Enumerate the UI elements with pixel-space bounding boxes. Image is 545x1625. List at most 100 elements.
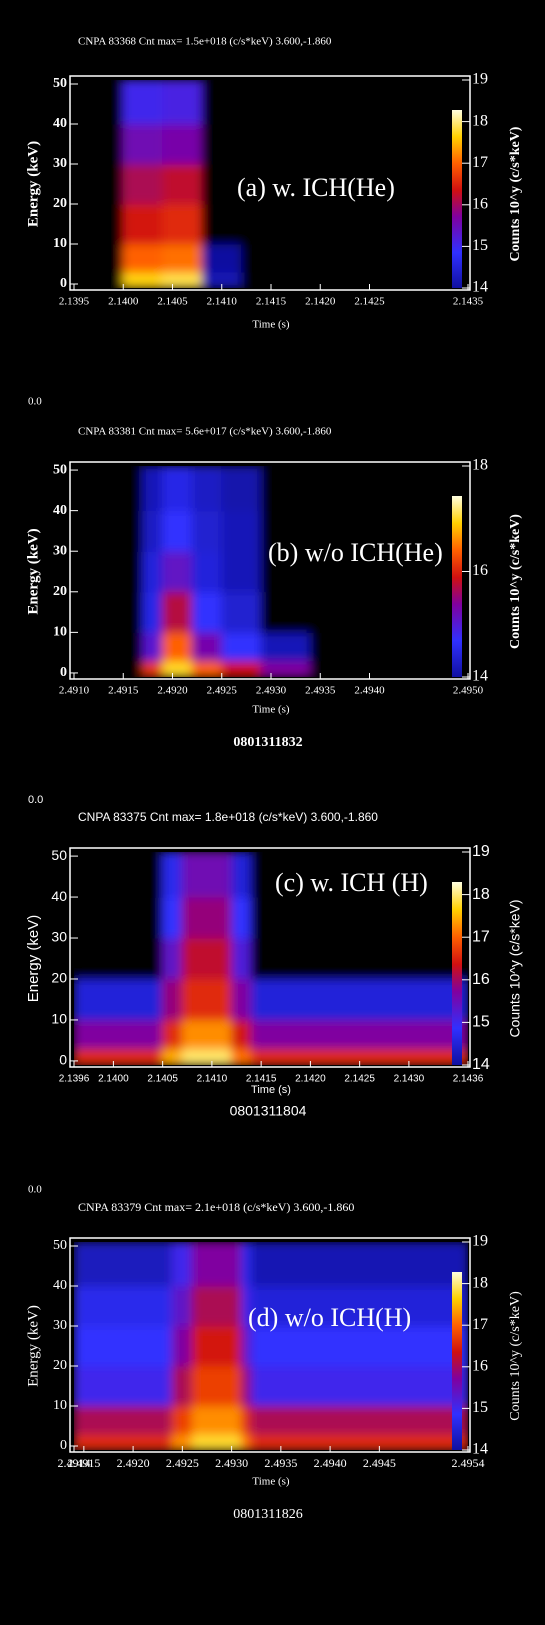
heat-cell bbox=[74, 660, 144, 677]
x-tick-label: 2.1405 bbox=[157, 296, 188, 308]
colorbar-label: Counts 10^y (c/s*keV) bbox=[508, 1291, 523, 1421]
x-tick-label: 2.1396 bbox=[59, 1074, 90, 1085]
heat-cell bbox=[142, 550, 164, 593]
plot-frame bbox=[69, 75, 471, 291]
heat-cell bbox=[122, 243, 164, 273]
x-tick-label: 2.1430 bbox=[394, 1074, 425, 1085]
colorbar-tick-label: 18 bbox=[472, 112, 488, 129]
heat-cell bbox=[142, 466, 164, 512]
heat-cell bbox=[250, 896, 468, 939]
heat-cell bbox=[201, 203, 242, 245]
heat-cell bbox=[201, 243, 242, 273]
heat-cell bbox=[250, 1019, 468, 1050]
colorbar-label: Counts 10^y (c/s*keV) bbox=[508, 514, 523, 649]
heat-cell bbox=[231, 1048, 252, 1065]
y-tick-label: 50 bbox=[53, 1238, 67, 1253]
heat-cell bbox=[162, 123, 203, 165]
heat-cell bbox=[74, 466, 144, 512]
heat-cell bbox=[309, 466, 468, 512]
x-axis-label: Time (s) bbox=[252, 1476, 290, 1488]
colorbar-tick-label: 17 bbox=[472, 154, 488, 171]
y-axis-label: Energy (keV) bbox=[25, 1305, 41, 1387]
heat-cell bbox=[74, 852, 164, 898]
heat-cell bbox=[250, 1285, 468, 1327]
heat-cell bbox=[162, 896, 183, 939]
heat-cell bbox=[162, 852, 183, 898]
heat-cell bbox=[74, 510, 144, 552]
annotation: (d) w/o ICH(H) bbox=[248, 1303, 411, 1332]
corner-label: 0.0 bbox=[28, 794, 43, 806]
colorbar-tick-label: 17 bbox=[472, 928, 490, 945]
heat-cell bbox=[240, 1365, 252, 1407]
x-tick-label: 2.1425 bbox=[354, 296, 385, 308]
heatmap bbox=[74, 852, 468, 1065]
heat-cell bbox=[231, 937, 252, 980]
x-tick-label: 2.1435 bbox=[453, 296, 484, 308]
heat-cell bbox=[240, 203, 468, 245]
x-tick-label: 2.1410 bbox=[207, 296, 238, 308]
heat-cell bbox=[162, 203, 203, 245]
heat-cell bbox=[162, 591, 193, 633]
y-tick-label: 0 bbox=[60, 665, 67, 680]
heat-cell bbox=[250, 852, 468, 898]
heat-cell bbox=[74, 896, 164, 939]
heat-cell bbox=[240, 1325, 252, 1367]
colorbar bbox=[452, 110, 462, 288]
heat-cell bbox=[191, 1405, 242, 1435]
heat-cell bbox=[162, 660, 193, 677]
heat-cell bbox=[172, 1325, 193, 1367]
heat-cell bbox=[172, 1242, 193, 1287]
heat-cell bbox=[250, 1433, 468, 1450]
heat-cell bbox=[309, 631, 468, 662]
x-tick-label: 2.4925 bbox=[166, 1456, 199, 1470]
y-tick-label: 10 bbox=[53, 625, 67, 640]
heat-cell bbox=[260, 631, 311, 662]
heat-cell bbox=[181, 852, 233, 898]
x-tick-label: 2.4945 bbox=[363, 1456, 396, 1470]
x-tick-label: 2.1405 bbox=[147, 1074, 178, 1085]
colorbar bbox=[452, 496, 462, 677]
heat-cell bbox=[191, 1433, 242, 1450]
heat-cell bbox=[74, 1242, 173, 1287]
y-tick-label: 50 bbox=[51, 847, 67, 863]
y-tick-label: 40 bbox=[53, 1278, 67, 1293]
heat-cell bbox=[201, 123, 242, 165]
heat-cell bbox=[260, 510, 311, 552]
y-tick-label: 30 bbox=[53, 543, 67, 558]
corner-label: 0.0 bbox=[28, 1184, 42, 1196]
heat-cell bbox=[162, 163, 203, 205]
x-tick-label: 2.4910 bbox=[59, 685, 90, 697]
y-tick-label: 30 bbox=[53, 156, 67, 171]
heat-cell bbox=[260, 466, 311, 512]
x-axis-label: Time (s) bbox=[252, 319, 290, 331]
y-tick-label: 20 bbox=[53, 196, 67, 211]
heat-cell bbox=[142, 660, 164, 677]
heat-cell bbox=[122, 271, 164, 288]
x-tick-label: 2.1415 bbox=[256, 296, 287, 308]
heat-cell bbox=[231, 852, 252, 898]
heat-cell bbox=[74, 1433, 173, 1450]
heat-cell bbox=[191, 550, 223, 593]
x-axis-label: Time (s) bbox=[252, 704, 290, 716]
heat-cell bbox=[221, 510, 262, 552]
heat-cell bbox=[191, 631, 223, 662]
heatmap-cells bbox=[74, 852, 468, 1065]
heat-cell bbox=[74, 271, 124, 288]
heat-cell bbox=[231, 978, 252, 1021]
heat-cell bbox=[74, 203, 124, 245]
colorbar-tick-label: 19 bbox=[472, 843, 490, 860]
heat-cell bbox=[181, 937, 233, 980]
heat-cell bbox=[74, 123, 124, 165]
heat-cell bbox=[162, 466, 193, 512]
heat-cell bbox=[231, 896, 252, 939]
heat-cell bbox=[162, 510, 193, 552]
heat-cell bbox=[250, 1365, 468, 1407]
y-tick-label: 30 bbox=[51, 929, 67, 945]
panel: CNPA 83368 Cnt max= 1.5e+018 (c/s*keV) 3… bbox=[25, 36, 523, 331]
heat-cell bbox=[191, 591, 223, 633]
heat-cell bbox=[172, 1285, 193, 1327]
colorbar-tick-label: 17 bbox=[472, 1316, 488, 1333]
colorbar bbox=[452, 1272, 462, 1450]
heat-cell bbox=[240, 80, 468, 125]
panel: 0.0 CNPA 83379 Cnt max= 2.1e+018 (c/s*keV… bbox=[25, 1184, 523, 1523]
